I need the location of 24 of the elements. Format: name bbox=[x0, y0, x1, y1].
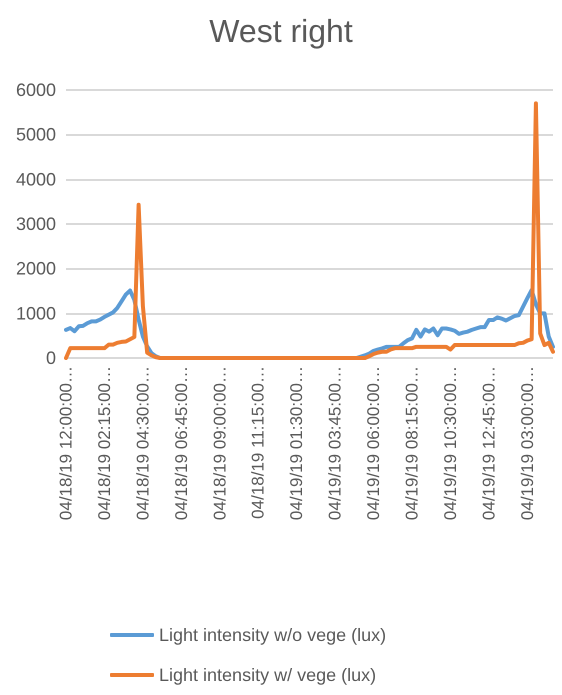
x-tick-label: 04/18/19 12:00:00… bbox=[56, 366, 76, 520]
x-tick-label: 04/19/19 12:45:00… bbox=[479, 366, 498, 520]
x-tick-label: 04/19/19 03:00:00… bbox=[518, 366, 537, 520]
y-tick-label: 3000 bbox=[16, 214, 56, 234]
x-tick-label: 04/18/19 02:15:00… bbox=[94, 366, 114, 520]
x-tick-label: 04/19/19 06:00:00… bbox=[364, 366, 384, 520]
legend-label: Light intensity w/o vege (lux) bbox=[159, 625, 386, 645]
line-series bbox=[64, 101, 555, 360]
x-tick-label: 04/19/19 10:30:00… bbox=[440, 366, 460, 520]
y-tick-label: 0 bbox=[46, 348, 56, 368]
x-tick-label: 04/18/19 06:45:00… bbox=[172, 366, 191, 520]
y-tick-label: 4000 bbox=[16, 169, 56, 190]
y-tick-label: 6000 bbox=[16, 80, 56, 100]
x-tick-label: 04/19/19 08:15:00… bbox=[402, 366, 422, 520]
legend-label: Light intensity w/ vege (lux) bbox=[159, 665, 376, 685]
chart-title: West right bbox=[209, 13, 353, 49]
y-tick-label: 2000 bbox=[16, 258, 56, 279]
y-tick-label: 1000 bbox=[16, 303, 56, 324]
y-tick-label: 5000 bbox=[16, 124, 56, 145]
x-tick-label: 04/18/19 11:15:00… bbox=[248, 366, 268, 519]
x-tick-label: 04/18/19 09:00:00… bbox=[210, 366, 230, 520]
x-tick-label: 04/19/19 03:45:00… bbox=[326, 366, 345, 520]
x-tick-label: 04/19/19 01:30:00… bbox=[287, 366, 306, 520]
x-tick-label: 04/18/19 04:30:00… bbox=[133, 366, 152, 520]
